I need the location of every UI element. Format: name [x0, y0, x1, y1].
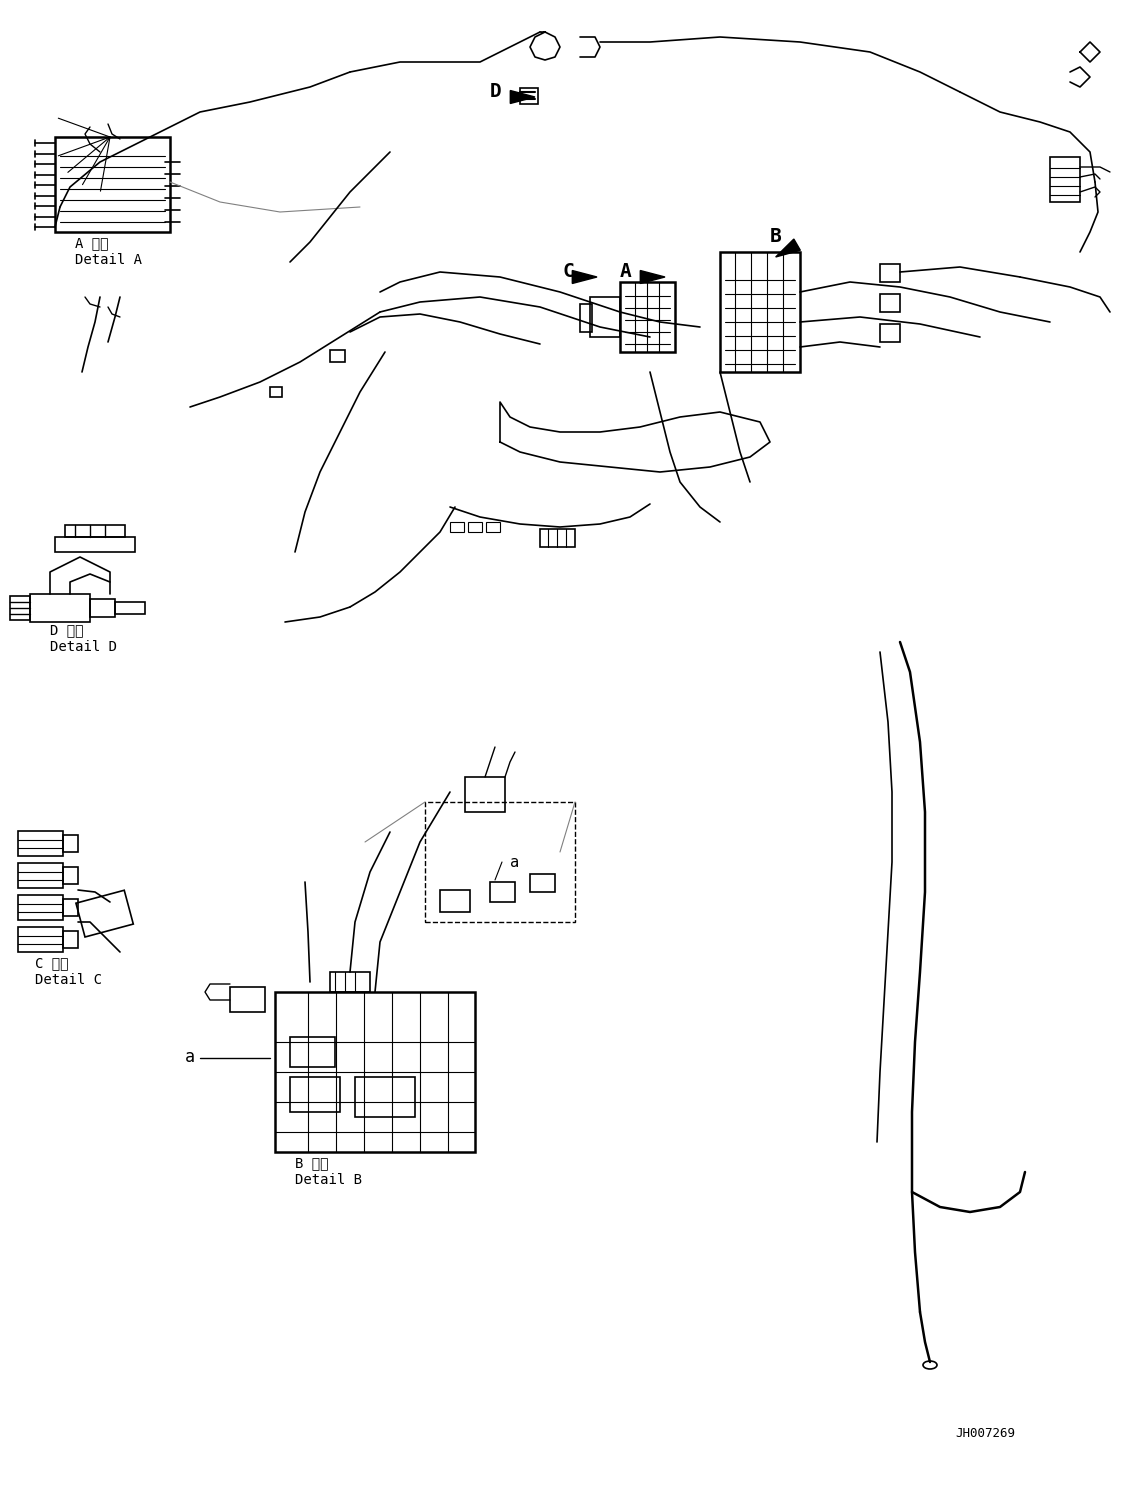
Bar — [65, 525, 125, 537]
Bar — [290, 1077, 341, 1112]
Bar — [486, 522, 500, 533]
Text: B: B — [770, 227, 781, 246]
Bar — [540, 530, 575, 548]
Text: Detail B: Detail B — [295, 1173, 362, 1188]
Bar — [30, 594, 90, 622]
Bar — [530, 874, 555, 892]
Bar — [521, 88, 538, 104]
Bar — [620, 282, 675, 352]
Bar — [880, 324, 900, 342]
Bar — [330, 971, 370, 992]
Polygon shape — [640, 270, 665, 283]
Text: Detail D: Detail D — [50, 640, 117, 653]
Bar — [76, 891, 133, 937]
Text: D 詳細: D 詳細 — [50, 624, 83, 637]
Bar — [355, 1077, 415, 1118]
Text: Detail C: Detail C — [35, 973, 103, 988]
Bar — [63, 900, 77, 916]
Bar — [230, 988, 265, 1012]
Bar — [468, 522, 482, 533]
Bar — [490, 882, 515, 903]
Bar — [270, 386, 282, 397]
Text: D: D — [490, 82, 502, 101]
Bar — [465, 777, 505, 812]
Bar — [580, 304, 592, 333]
Bar — [1050, 157, 1080, 201]
Text: A: A — [620, 263, 632, 280]
Bar — [590, 297, 620, 337]
Text: B 詳細: B 詳細 — [295, 1156, 328, 1170]
Bar — [450, 522, 464, 533]
Bar — [330, 351, 345, 363]
Bar — [425, 803, 575, 922]
Bar — [274, 992, 475, 1152]
Text: C 詳細: C 詳細 — [35, 956, 68, 970]
Text: JH007269: JH007269 — [954, 1426, 1015, 1440]
Bar — [63, 836, 77, 852]
Bar — [55, 537, 136, 552]
Text: C: C — [563, 263, 575, 280]
Bar — [115, 601, 145, 615]
Bar — [55, 137, 170, 231]
Bar — [18, 862, 63, 888]
Polygon shape — [776, 239, 801, 257]
Bar — [63, 867, 77, 883]
Bar — [440, 891, 470, 912]
Polygon shape — [510, 91, 535, 103]
Bar — [90, 598, 115, 618]
Bar — [10, 595, 30, 621]
Bar — [18, 831, 63, 856]
Polygon shape — [572, 270, 597, 283]
Bar — [18, 927, 63, 952]
Text: Detail A: Detail A — [75, 254, 142, 267]
Bar — [880, 264, 900, 282]
Text: a: a — [185, 1047, 195, 1065]
Text: a: a — [510, 855, 519, 870]
Bar — [880, 294, 900, 312]
Bar — [720, 252, 800, 372]
Bar — [18, 895, 63, 921]
Bar — [290, 1037, 335, 1067]
Text: A 詳細: A 詳細 — [75, 236, 108, 251]
Bar — [63, 931, 77, 947]
